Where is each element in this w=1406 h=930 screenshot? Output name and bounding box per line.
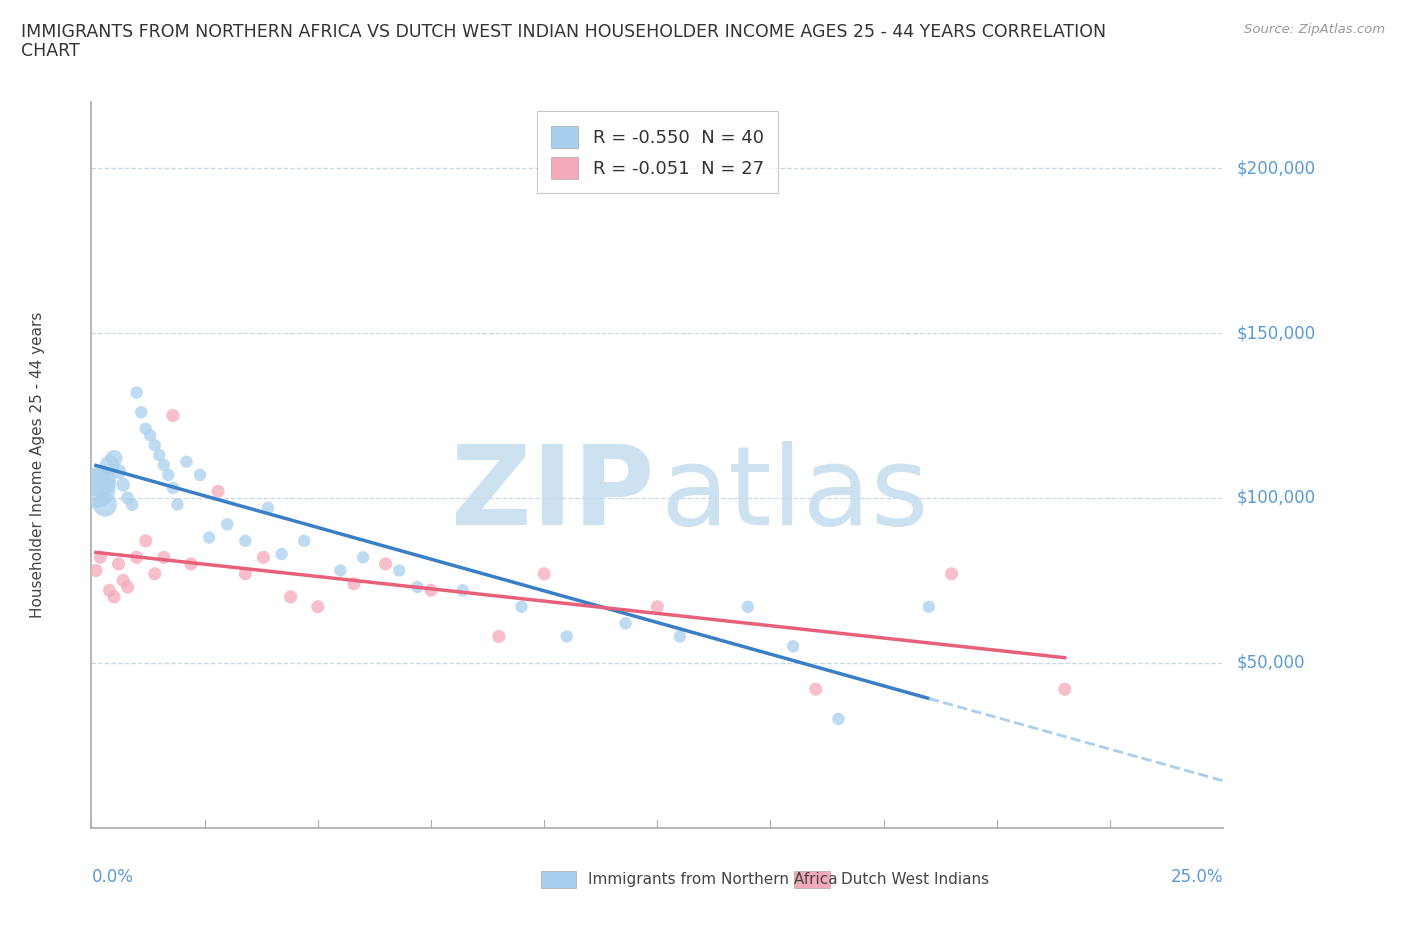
Text: 0.0%: 0.0% [91, 868, 134, 885]
Text: atlas: atlas [661, 441, 929, 548]
Legend: R = -0.550  N = 40, R = -0.051  N = 27: R = -0.550 N = 40, R = -0.051 N = 27 [537, 112, 778, 193]
Point [162, 481, 184, 496]
Point [103, 590, 125, 604]
Point [148, 447, 170, 462]
Point [121, 498, 143, 512]
Point [107, 556, 129, 571]
Point [488, 629, 510, 644]
Point [918, 599, 941, 614]
Text: 25.0%: 25.0% [1171, 868, 1223, 885]
Text: Dutch West Indians: Dutch West Indians [841, 872, 988, 887]
Point [153, 458, 176, 472]
Point [135, 421, 157, 436]
Point [139, 428, 162, 443]
Point [180, 556, 202, 571]
Point [84, 481, 107, 496]
Point [374, 556, 396, 571]
Point [98, 458, 121, 472]
Point [98, 583, 121, 598]
Point [233, 566, 256, 581]
Point [827, 711, 849, 726]
Point [257, 500, 280, 515]
Point [451, 583, 474, 598]
Point [188, 468, 211, 483]
Point [135, 534, 157, 549]
Text: Source: ZipAtlas.com: Source: ZipAtlas.com [1244, 23, 1385, 36]
Point [804, 682, 827, 697]
Point [166, 498, 188, 512]
Text: IMMIGRANTS FROM NORTHERN AFRICA VS DUTCH WEST INDIAN HOUSEHOLDER INCOME AGES 25 : IMMIGRANTS FROM NORTHERN AFRICA VS DUTCH… [21, 23, 1107, 41]
Point [112, 573, 135, 588]
Point [1053, 682, 1076, 697]
Point [198, 530, 221, 545]
Point [143, 438, 166, 453]
Text: Immigrants from Northern Africa: Immigrants from Northern Africa [588, 872, 838, 887]
Point [292, 534, 315, 549]
Point [207, 484, 229, 498]
Point [555, 629, 578, 644]
Point [533, 566, 555, 581]
Point [352, 550, 374, 565]
Point [941, 566, 963, 581]
Text: $100,000: $100,000 [1237, 489, 1316, 507]
Point [89, 550, 111, 565]
Point [162, 408, 184, 423]
Point [125, 385, 148, 400]
Text: Householder Income Ages 25 - 44 years: Householder Income Ages 25 - 44 years [30, 312, 45, 618]
Text: $150,000: $150,000 [1237, 325, 1316, 342]
Point [343, 577, 366, 591]
Point [117, 579, 139, 594]
Text: ZIP: ZIP [450, 441, 654, 548]
Point [112, 477, 135, 492]
Point [307, 599, 329, 614]
Point [217, 517, 239, 532]
Point [129, 405, 152, 419]
Point [280, 590, 302, 604]
Point [782, 639, 804, 654]
Text: CHART: CHART [21, 42, 80, 60]
Point [645, 599, 668, 614]
Point [419, 583, 441, 598]
Point [252, 550, 274, 565]
Point [125, 550, 148, 565]
Text: $50,000: $50,000 [1237, 654, 1305, 671]
Point [176, 454, 198, 469]
Text: $200,000: $200,000 [1237, 159, 1316, 178]
Point [89, 474, 111, 489]
Point [270, 547, 292, 562]
Point [117, 490, 139, 505]
Point [669, 629, 692, 644]
Point [107, 464, 129, 479]
Point [737, 599, 759, 614]
Point [406, 579, 429, 594]
Point [153, 550, 176, 565]
Point [143, 566, 166, 581]
Point [103, 451, 125, 466]
Point [614, 616, 637, 631]
Point [94, 498, 117, 512]
Point [84, 563, 107, 578]
Point [329, 563, 352, 578]
Point [510, 599, 533, 614]
Point [233, 534, 256, 549]
Point [388, 563, 411, 578]
Point [157, 468, 180, 483]
